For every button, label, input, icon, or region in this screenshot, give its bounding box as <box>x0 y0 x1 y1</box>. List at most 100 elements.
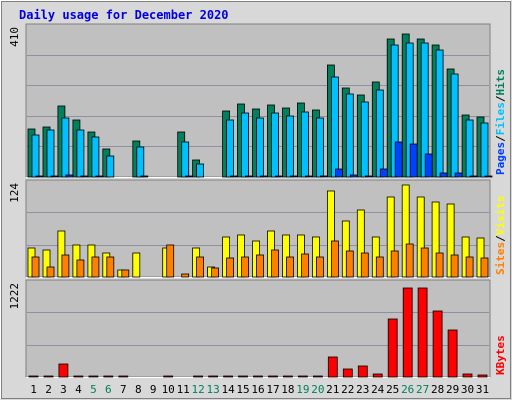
bar-files-day-27 <box>420 42 429 178</box>
bar-pages-day-2 <box>50 175 59 178</box>
bar-kbytes-day-15 <box>238 375 248 378</box>
bar-kbytes-day-4 <box>73 375 84 378</box>
legend-separator: / <box>494 235 507 242</box>
bar-sites-day-15 <box>241 256 249 278</box>
x-tick-label: 1 <box>30 383 37 396</box>
bar-pages-day-1 <box>35 175 44 178</box>
x-tick-label: 14 <box>221 383 235 396</box>
bar-pages-day-11 <box>185 175 194 178</box>
bar-sites-day-21 <box>330 240 339 278</box>
bar-sites-day-7 <box>121 269 130 278</box>
bar-kbytes-day-22 <box>342 368 353 378</box>
bar-sites-day-1 <box>31 256 40 278</box>
bar-pages-day-16 <box>260 175 268 178</box>
x-tick-label: 6 <box>105 383 112 396</box>
bar-files-day-21 <box>330 76 339 178</box>
bar-visits-day-26 <box>401 184 410 278</box>
legend-files: Files <box>494 102 507 135</box>
axis-max-label: 1222 <box>8 283 21 310</box>
bar-pages-day-19 <box>304 175 313 178</box>
legend-kbytes: KBytes <box>494 335 507 375</box>
bar-sites-day-30 <box>465 256 474 278</box>
plot-area <box>25 279 491 378</box>
x-tick-label: 4 <box>75 383 82 396</box>
bar-sites-day-23 <box>360 252 369 278</box>
series-hits <box>27 33 485 178</box>
bar-sites-day-29 <box>450 254 459 278</box>
chart-title: Daily usage for December 2020 <box>19 8 229 22</box>
legend-separator: / <box>494 95 507 102</box>
bar-pages-day-20 <box>319 175 328 178</box>
bar-sites-day-6 <box>106 256 115 278</box>
bar-pages-day-22 <box>349 174 358 178</box>
bar-pages-day-27 <box>424 153 433 178</box>
bar-pages-day-25 <box>394 141 403 178</box>
bar-sites-day-14 <box>226 257 235 278</box>
bar-kbytes-day-28 <box>432 310 443 378</box>
x-tick-label: 8 <box>135 383 142 396</box>
bar-visits-day-21 <box>326 190 335 278</box>
bar-files-day-19 <box>300 111 309 178</box>
bar-kbytes-day-19 <box>297 375 308 378</box>
bar-kbytes-day-10 <box>163 375 174 378</box>
bar-sites-day-20 <box>315 256 324 278</box>
bar-kbytes-day-12 <box>193 375 204 378</box>
bar-sites-day-16 <box>256 254 264 278</box>
bar-files-day-26 <box>405 42 414 178</box>
bar-files-day-24 <box>375 89 384 178</box>
bar-pages-day-21 <box>334 168 343 178</box>
bar-pages-day-17 <box>275 175 283 178</box>
series-visits <box>27 184 485 278</box>
bar-kbytes-day-31 <box>477 374 488 378</box>
bar-files-day-28 <box>435 49 444 178</box>
bar-files-day-20 <box>315 117 324 178</box>
bar-sites-day-26 <box>405 243 414 278</box>
bar-pages-day-24 <box>379 168 388 178</box>
x-tick-label: 11 <box>177 383 190 396</box>
bar-kbytes-day-24 <box>372 373 383 378</box>
x-tick-label: 13 <box>206 383 219 396</box>
bar-kbytes-day-18 <box>282 375 293 378</box>
legend-hits: Hits <box>494 69 507 96</box>
bar-visits-day-2 <box>42 249 51 278</box>
bar-sites-day-12 <box>196 256 205 278</box>
x-tick-label: 15 <box>236 383 249 396</box>
bar-visits-day-3 <box>57 230 66 278</box>
bar-kbytes-day-6 <box>103 375 114 378</box>
bar-files-day-8 <box>136 146 145 178</box>
x-tick-label: 12 <box>191 383 204 396</box>
bar-sites-day-27 <box>420 247 429 278</box>
bar-visits-day-29 <box>446 203 455 278</box>
x-tick-label: 3 <box>60 383 67 396</box>
bar-pages-day-8 <box>140 175 149 178</box>
bar-sites-day-24 <box>375 256 384 278</box>
bar-pages-day-15 <box>245 175 253 178</box>
legend-visits: Visits <box>494 196 507 236</box>
bar-pages-day-14 <box>230 175 239 178</box>
bar-kbytes-day-14 <box>223 375 234 378</box>
bar-kbytes-day-25 <box>387 318 398 378</box>
bar-files-day-23 <box>360 101 369 178</box>
bar-kbytes-day-5 <box>88 375 99 378</box>
bar-pages-day-30 <box>469 175 478 178</box>
bar-visits-day-8 <box>132 252 141 278</box>
x-tick-label: 29 <box>446 383 459 396</box>
panel-3: 1222 KBytes <box>8 279 507 378</box>
bar-files-day-25 <box>390 44 399 178</box>
bar-files-day-14 <box>226 119 235 178</box>
bar-pages-day-28 <box>439 172 448 178</box>
bar-kbytes-day-13 <box>208 375 219 378</box>
bar-sites-day-31 <box>480 257 489 278</box>
x-tick-label: 5 <box>90 383 97 396</box>
x-tick-label: 10 <box>162 383 175 396</box>
bar-visits-day-27 <box>416 196 425 278</box>
x-tick-label: 25 <box>386 383 399 396</box>
bar-kbytes-day-3 <box>58 363 69 378</box>
bar-files-day-5 <box>91 136 100 178</box>
bar-sites-day-4 <box>76 259 85 278</box>
bar-kbytes-day-16 <box>253 375 263 378</box>
bar-files-day-15 <box>241 112 249 178</box>
bar-files-day-29 <box>450 73 459 178</box>
x-axis-day-labels: 1 2 3 4 5 6 7 8 9 10 11 12 13 14 15 16 17 18 19 20 21 22 23 24 2… <box>30 383 489 396</box>
